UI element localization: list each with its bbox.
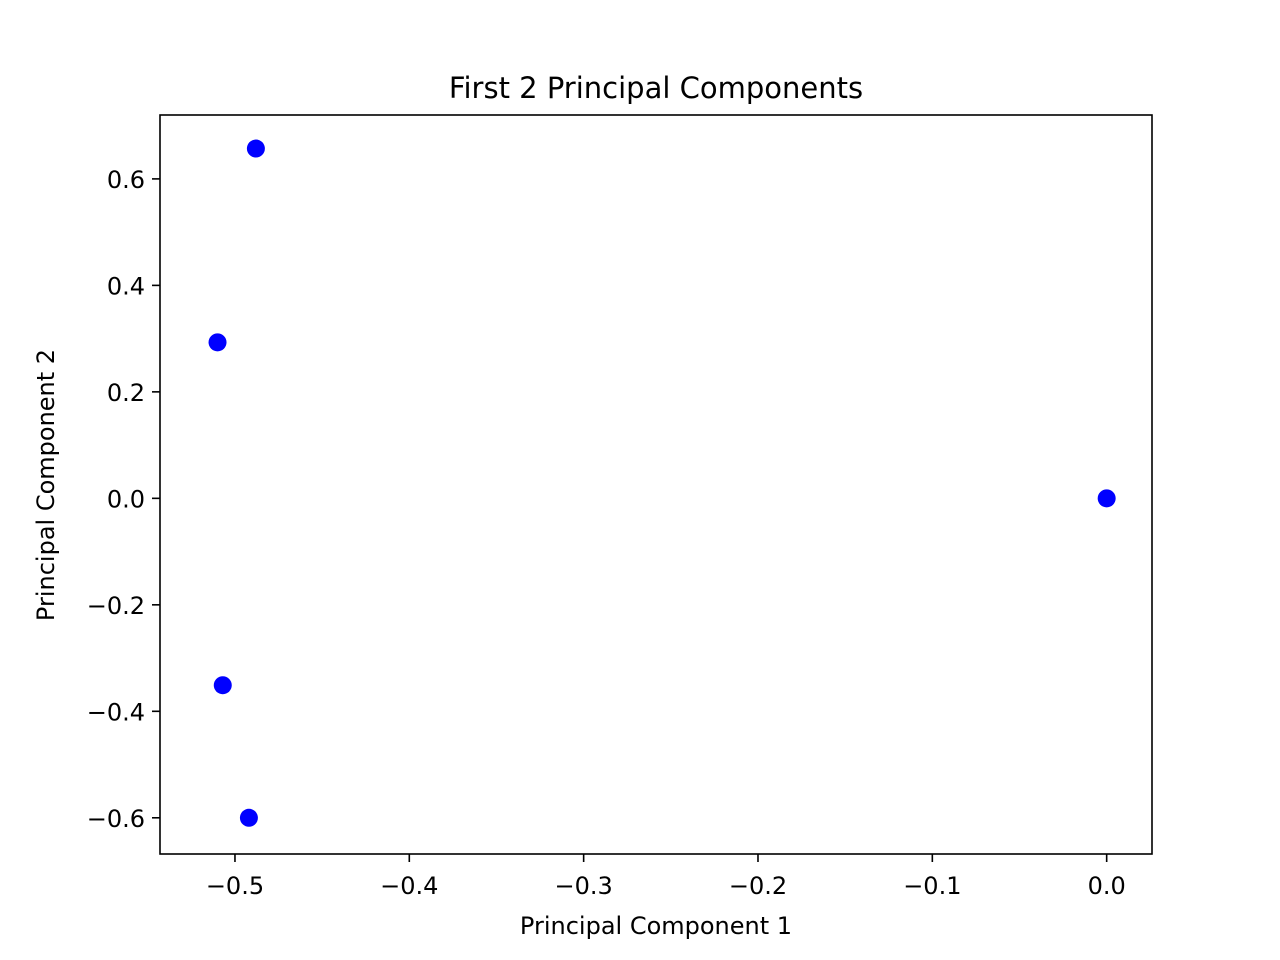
y-tick-label: −0.4 [87,698,145,726]
x-axis-label: Principal Component 1 [520,912,792,940]
y-axis-ticks: 0.6 0.4 0.2 0.0 −0.2 −0.4 −0.6 [87,166,160,833]
x-tick-label: −0.3 [555,872,613,900]
x-tick-label: −0.5 [206,872,264,900]
y-tick-label: 0.0 [107,485,145,513]
y-tick-label: −0.6 [87,805,145,833]
x-axis-ticks: −0.5 −0.4 −0.3 −0.2 −0.1 0.0 [206,854,1126,900]
data-point [239,808,258,827]
plot-frame [159,114,1153,855]
x-tick-label: −0.4 [380,872,438,900]
data-point [208,333,227,352]
y-tick-label: −0.2 [87,592,145,620]
y-tick-label: 0.4 [107,272,145,300]
y-tick-label: 0.6 [107,166,145,194]
chart-title: First 2 Principal Components [449,71,863,105]
y-tick-label: 0.2 [107,379,145,407]
x-tick-label: −0.2 [729,872,787,900]
x-tick-label: 0.0 [1088,872,1126,900]
data-points [208,139,1116,827]
data-point [1097,489,1116,508]
y-axis-label: Principal Component 2 [32,349,60,621]
data-point [213,676,232,695]
data-point [246,139,265,158]
x-tick-label: −0.1 [903,872,961,900]
